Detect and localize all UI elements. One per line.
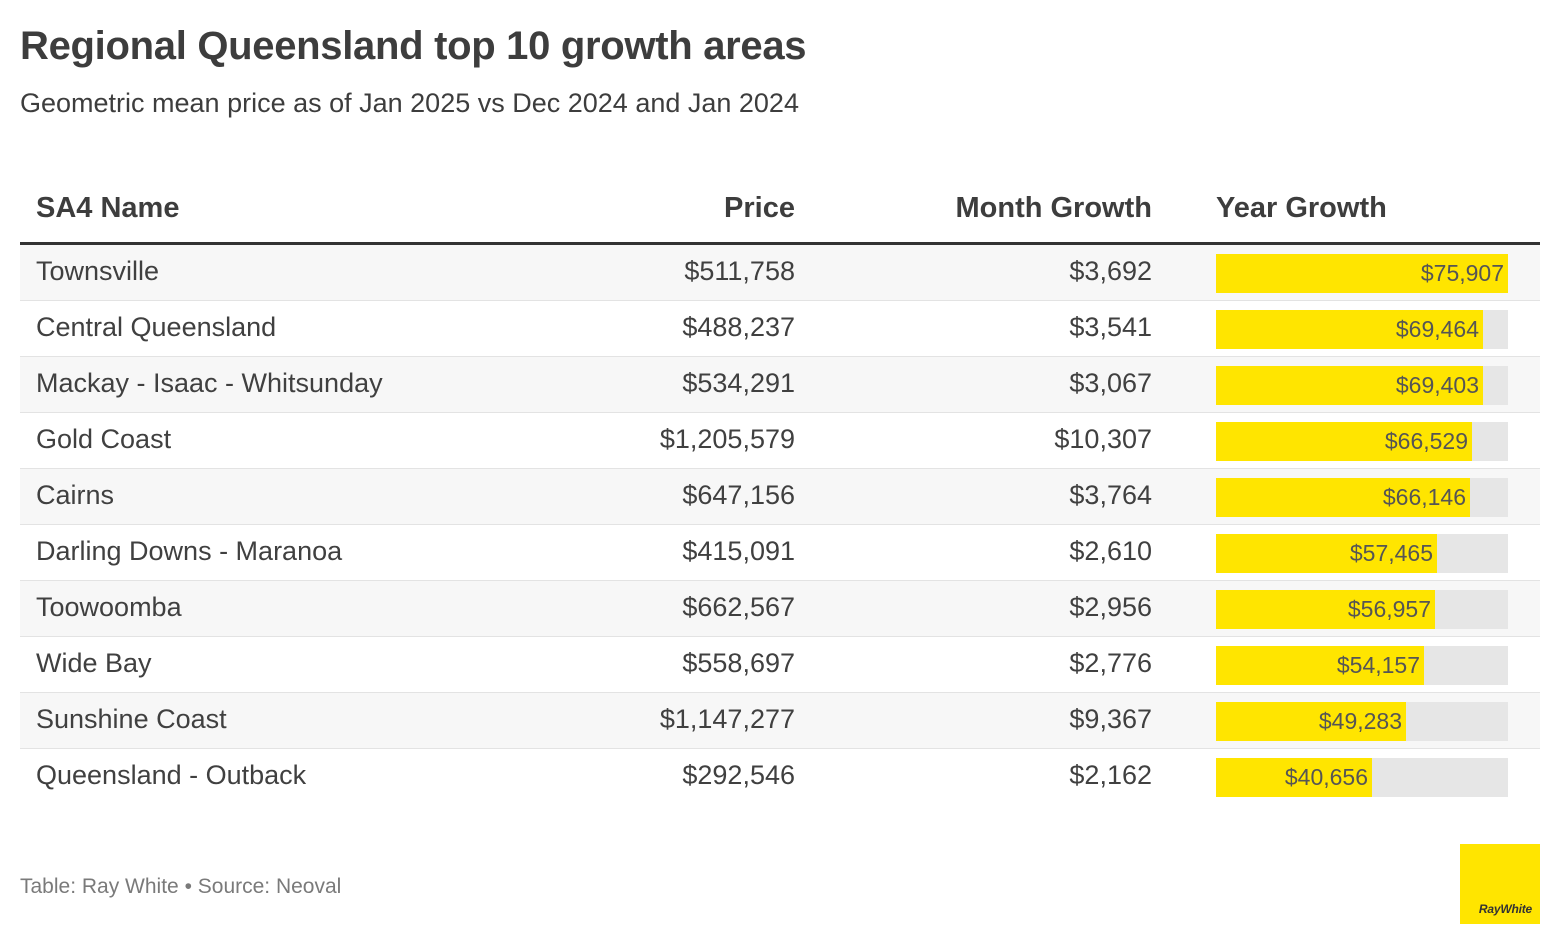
- cell-month-growth: $3,764: [1069, 480, 1152, 510]
- year-growth-label: $66,529: [1384, 428, 1468, 454]
- cell-sa4-name: Toowoomba: [36, 592, 182, 622]
- cell-sa4-name: Cairns: [36, 480, 115, 510]
- chart-subtitle: Geometric mean price as of Jan 2025 vs D…: [20, 88, 799, 118]
- year-growth-label: $69,464: [1395, 316, 1479, 342]
- year-growth-bar-track: $40,656: [1216, 758, 1508, 797]
- table-body: Townsville $511,758 $3,692 $75,907 Central Q…: [20, 245, 1540, 804]
- year-growth-label: $75,907: [1420, 260, 1504, 286]
- cell-month-growth: $9,367: [1069, 704, 1152, 734]
- column-header-month-growth: Month Growth: [955, 192, 1152, 224]
- year-growth-label: $69,403: [1395, 372, 1479, 398]
- year-growth-bar-track: $69,464: [1216, 310, 1508, 349]
- year-growth-bar-track: $49,283: [1216, 702, 1508, 741]
- chart-title: Regional Queensland top 10 growth areas: [20, 24, 807, 68]
- cell-sa4-name: Darling Downs - Maranoa: [36, 536, 343, 566]
- cell-price: $647,156: [682, 480, 795, 510]
- year-growth-label: $40,656: [1284, 764, 1368, 790]
- table-row: Wide Bay $558,697 $2,776 $54,157: [20, 637, 1540, 693]
- cell-sa4-name: Townsville: [36, 256, 160, 286]
- table-row: Cairns $647,156 $3,764 $66,146: [20, 469, 1540, 525]
- year-growth-label: $49,283: [1318, 708, 1402, 734]
- cell-sa4-name: Gold Coast: [36, 424, 172, 454]
- year-growth-bar-track: $66,529: [1216, 422, 1508, 461]
- table-row: Toowoomba $662,567 $2,956 $56,957: [20, 581, 1540, 637]
- year-growth-label: $57,465: [1349, 540, 1433, 566]
- cell-month-growth: $2,956: [1069, 592, 1152, 622]
- cell-price: $662,567: [682, 592, 795, 622]
- year-growth-bar-track: $69,403: [1216, 366, 1508, 405]
- column-header-year-growth: Year Growth: [1216, 192, 1387, 224]
- cell-sa4-name: Wide Bay: [36, 648, 152, 678]
- column-header-name: SA4 Name: [36, 192, 180, 224]
- year-growth-bar: [1216, 702, 1406, 741]
- cell-month-growth: $2,162: [1069, 760, 1152, 790]
- year-growth-bar: [1216, 478, 1470, 517]
- year-growth-bar-track: $54,157: [1216, 646, 1508, 685]
- table-row: Townsville $511,758 $3,692 $75,907: [20, 245, 1540, 301]
- cell-sa4-name: Queensland - Outback: [36, 760, 307, 790]
- cell-price: $558,697: [682, 648, 795, 678]
- cell-price: $292,546: [682, 760, 795, 790]
- cell-month-growth: $2,776: [1069, 648, 1152, 678]
- year-growth-bar: [1216, 534, 1437, 573]
- table-row: Gold Coast $1,205,579 $10,307 $66,529: [20, 413, 1540, 469]
- year-growth-label: $56,957: [1347, 596, 1431, 622]
- year-growth-bar: [1216, 646, 1424, 685]
- logo-text: RayWhite: [1478, 902, 1532, 916]
- year-growth-bar-track: $75,907: [1216, 254, 1508, 293]
- table-row: Mackay - Isaac - Whitsunday $534,291 $3,06…: [20, 357, 1540, 413]
- year-growth-bar-track: $57,465: [1216, 534, 1508, 573]
- source-note: Table: Ray White • Source: Neoval: [20, 875, 342, 898]
- growth-table: SA4 Name Price Month Growth Year Growth …: [20, 180, 1540, 804]
- year-growth-bar: [1216, 422, 1472, 461]
- cell-sa4-name: Central Queensland: [36, 312, 277, 342]
- cell-price: $1,147,277: [659, 704, 795, 734]
- year-growth-bar: [1216, 758, 1372, 797]
- cell-month-growth: $2,610: [1069, 536, 1152, 566]
- cell-price: $1,205,579: [659, 424, 795, 454]
- cell-price: $415,091: [682, 536, 795, 566]
- year-growth-bar: [1216, 366, 1483, 405]
- cell-sa4-name: Mackay - Isaac - Whitsunday: [36, 368, 383, 398]
- table-row: Sunshine Coast $1,147,277 $9,367 $49,283: [20, 693, 1540, 749]
- ray-white-logo: RayWhite: [1460, 844, 1540, 924]
- cell-sa4-name: Sunshine Coast: [36, 704, 227, 734]
- year-growth-label: $66,146: [1382, 484, 1466, 510]
- cell-month-growth: $10,307: [1054, 424, 1152, 454]
- table-row: Queensland - Outback $292,546 $2,162 $40,65…: [20, 749, 1540, 804]
- cell-price: $511,758: [684, 256, 795, 286]
- cell-price: $488,237: [682, 312, 795, 342]
- cell-price: $534,291: [682, 368, 795, 398]
- table-row: Darling Downs - Maranoa $415,091 $2,610 $57…: [20, 525, 1540, 581]
- table-row: Central Queensland $488,237 $3,541 $69,464: [20, 301, 1540, 357]
- year-growth-bar: [1216, 310, 1483, 349]
- year-growth-bar-track: $56,957: [1216, 590, 1508, 629]
- year-growth-bar-track: $66,146: [1216, 478, 1508, 517]
- table-header: SA4 Name Price Month Growth Year Growth: [20, 180, 1540, 245]
- cell-month-growth: $3,692: [1069, 256, 1152, 286]
- year-growth-label: $54,157: [1336, 652, 1420, 678]
- year-growth-bar: [1216, 590, 1435, 629]
- column-header-price: Price: [724, 192, 795, 224]
- cell-month-growth: $3,541: [1069, 312, 1152, 342]
- cell-month-growth: $3,067: [1069, 368, 1152, 398]
- year-growth-bar: [1216, 254, 1508, 293]
